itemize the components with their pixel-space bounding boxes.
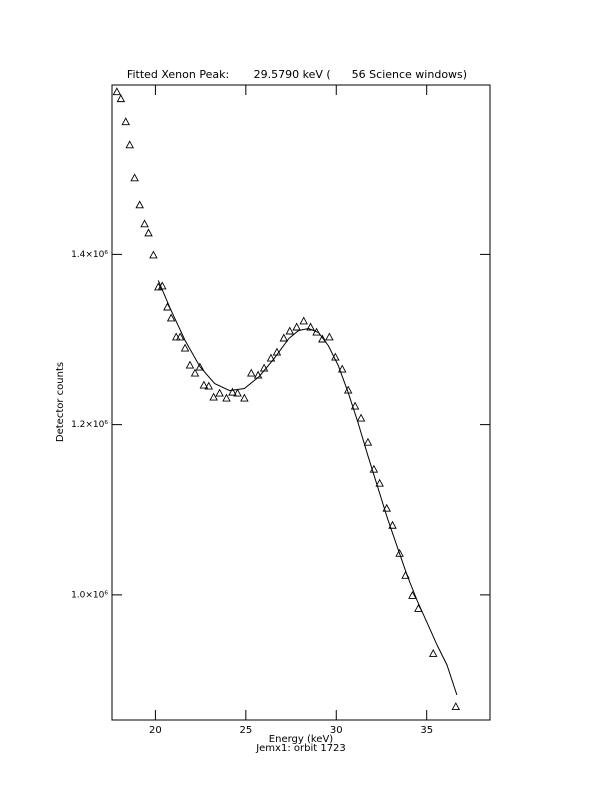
- data-point: [247, 368, 256, 377]
- data-point: [382, 503, 391, 512]
- data-point: [130, 173, 139, 182]
- data-point: [299, 316, 308, 325]
- data-point: [233, 388, 242, 397]
- data-point: [204, 381, 214, 390]
- plot-frame: [111, 84, 491, 721]
- y-tick-label: 1.0×10⁶: [71, 590, 108, 600]
- data-point: [121, 117, 130, 126]
- data-point: [135, 200, 144, 209]
- fit-line: [157, 280, 458, 696]
- data-point: [363, 437, 373, 446]
- data-point: [350, 401, 360, 410]
- data-point: [149, 250, 158, 259]
- data-point: [414, 603, 423, 612]
- data-point: [318, 334, 327, 343]
- data-point: [331, 352, 340, 361]
- data-point: [312, 327, 321, 336]
- chart-title: Fitted Xenon Peak: 29.5790 keV ( 56 Scie…: [127, 68, 467, 81]
- data-point: [408, 590, 417, 599]
- x-tick-label: 35: [420, 725, 433, 736]
- data-point: [388, 520, 397, 529]
- data-point: [401, 570, 410, 579]
- data-point: [451, 702, 461, 711]
- data-point: [180, 343, 190, 352]
- footer: Jemx1: orbit 1723: [255, 743, 346, 754]
- data-point: [253, 370, 263, 379]
- data-point: [266, 353, 276, 362]
- y-tick-label: 1.4×10⁶: [71, 250, 108, 260]
- x-tick-label: 30: [330, 725, 343, 736]
- data-point: [195, 362, 205, 371]
- data-point: [190, 368, 200, 377]
- data-point: [185, 360, 195, 369]
- data-point: [369, 464, 379, 473]
- data-point: [215, 388, 224, 397]
- data-point: [199, 380, 209, 389]
- data-point: [259, 363, 269, 372]
- data-point: [285, 326, 295, 335]
- data-point: [292, 322, 301, 331]
- data-point: [222, 393, 231, 402]
- x-tick-label: 20: [149, 725, 162, 736]
- y-axis-label: Detector counts: [55, 362, 66, 442]
- data-point: [166, 313, 176, 322]
- data-point: [112, 87, 122, 96]
- data-point: [240, 393, 249, 402]
- data-point: [272, 347, 282, 356]
- data-point: [356, 413, 366, 422]
- data-point: [395, 548, 404, 557]
- data-point: [228, 387, 237, 396]
- data-point: [279, 333, 289, 342]
- data-point: [428, 648, 438, 657]
- data-point: [175, 332, 185, 341]
- data-point: [337, 364, 347, 373]
- data-point: [158, 281, 167, 290]
- data-point: [325, 332, 334, 341]
- data-point: [125, 140, 134, 149]
- x-axis-label: Energy (keV): [269, 734, 334, 745]
- data-point: [116, 94, 126, 103]
- x-tick-label: 25: [239, 725, 252, 736]
- data-point: [375, 478, 384, 487]
- data-point: [163, 302, 172, 311]
- data-point: [144, 228, 153, 237]
- data-point: [343, 385, 353, 394]
- data-point: [306, 322, 315, 331]
- data-point: [209, 392, 218, 401]
- data-point: [140, 219, 149, 228]
- y-tick-label: 1.2×10⁶: [71, 420, 108, 430]
